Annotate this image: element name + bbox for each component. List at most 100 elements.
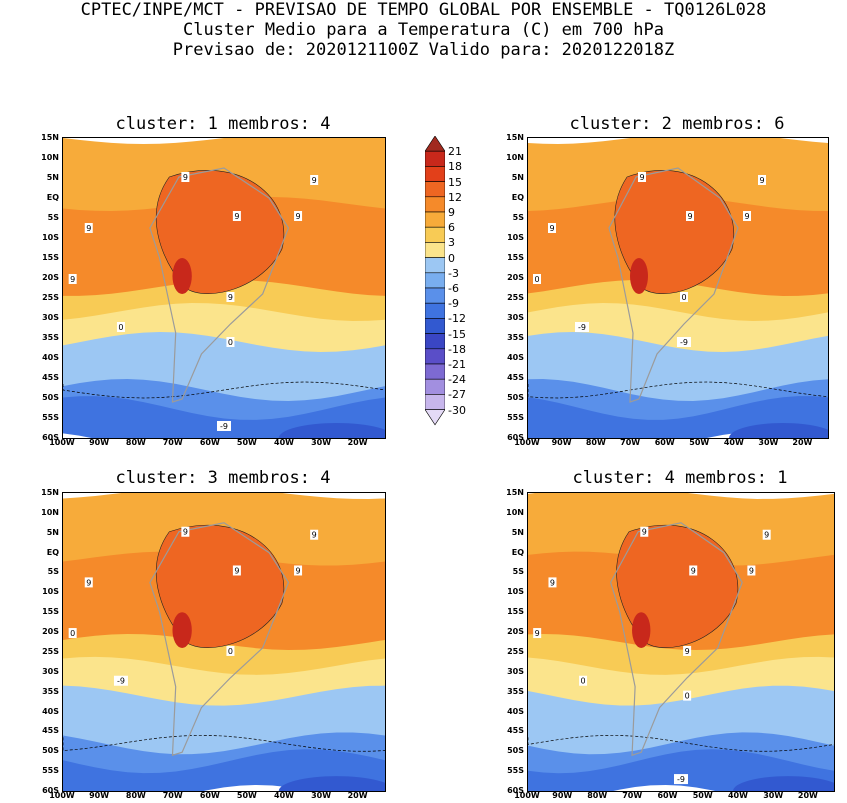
latitude-tick-label: 15N — [41, 133, 59, 142]
latitude-tick-label: 45S — [507, 726, 524, 736]
latitude-tick-label: 40S — [42, 353, 59, 362]
longitude-tick-label: 40W — [727, 791, 748, 800]
contour-label-text: 9 — [685, 647, 690, 656]
longitude-tick-label: 60W — [657, 791, 678, 800]
temperature-band-15-18 — [172, 612, 192, 648]
longitude-tick-label: 70W — [620, 438, 641, 447]
contour-minus-9 — [528, 735, 834, 752]
contour-label: 9 — [226, 292, 235, 302]
contour-label-text: 9 — [183, 528, 188, 537]
latitude-tick-label: 55S — [507, 413, 524, 422]
contour-label: 0 — [533, 274, 541, 284]
latitude-tick-label: 15S — [42, 253, 59, 262]
latitude-tick-label: 20S — [507, 627, 524, 637]
coastline — [149, 522, 290, 757]
latitude-tick-label: 30S — [42, 313, 59, 322]
temperature-band-15-18 — [172, 258, 192, 294]
colorbar-swatch — [425, 166, 445, 182]
contour-label: -9 — [575, 322, 589, 332]
figure-title: CPTEC/INPE/MCT - PREVISAO DE TEMPO GLOBA… — [80, 0, 767, 20]
latitude-tick-label: 15S — [42, 607, 59, 617]
contour-label: 9 — [548, 577, 557, 588]
contour-label-text: 9 — [535, 629, 540, 638]
latitude-tick-label: 20S — [42, 273, 59, 282]
latitude-tick-label: 30S — [42, 666, 59, 676]
contour-minus-9 — [63, 735, 385, 752]
latitude-tick-label: 30S — [507, 313, 524, 322]
contour-label: -9 — [217, 421, 231, 431]
coastline — [149, 167, 290, 403]
longitude-tick-label: 50W — [689, 438, 710, 447]
contour-label: 9 — [310, 175, 319, 185]
contour-label-text: 9 — [234, 566, 239, 575]
colorbar-swatch — [425, 226, 445, 243]
colorbar-swatch — [425, 363, 445, 380]
latitude-tick-label: 10S — [507, 233, 524, 242]
longitude-tick-label: 50W — [692, 791, 713, 800]
contour-label-text: 9 — [642, 528, 647, 537]
contour-label-text: 9 — [234, 212, 239, 221]
longitude-tick-label: 80W — [125, 438, 146, 447]
latitude-tick-label: EQ — [46, 193, 59, 202]
colorbar-label: -15 — [448, 327, 466, 341]
latitude-tick-label: 35S — [507, 686, 524, 696]
contour-label: 9 — [533, 628, 542, 639]
latitude-tick-label: EQ — [511, 193, 524, 202]
longitude-tick-label: 30W — [758, 438, 779, 447]
contour-label: 9 — [686, 211, 694, 221]
colorbar-swatch — [425, 409, 445, 426]
colorbar-swatch — [425, 348, 445, 365]
latitude-tick-label: 35S — [507, 333, 524, 342]
contour-label-text: 0 — [581, 677, 586, 686]
latitude-tick-label: 35S — [42, 333, 59, 342]
longitude-tick-label: 70W — [162, 791, 183, 800]
contour-label: 9 — [181, 526, 190, 537]
latitude-tick-label: 40S — [42, 706, 59, 716]
colorbar-label: 18 — [448, 160, 462, 174]
contour-label: 9 — [762, 529, 771, 540]
colorbar-label: -21 — [448, 358, 466, 371]
latitude-tick-label: 50S — [42, 746, 59, 756]
contour-label-text: 9 — [312, 531, 317, 540]
latitude-tick-label: 5S — [512, 567, 524, 577]
contour-label-text: 0 — [118, 323, 123, 332]
latitude-tick-label: 60S — [42, 786, 59, 795]
contour-label-text: 0 — [228, 338, 233, 347]
contour-label-text: -9 — [578, 323, 586, 332]
contour-label-text: 0 — [534, 275, 539, 284]
latitude-tick-label: 55S — [507, 766, 524, 776]
colorbar-swatch — [425, 257, 445, 274]
colorbar-swatch — [425, 272, 445, 289]
contour-label-text: 9 — [312, 176, 317, 185]
latitude-tick-label: EQ — [511, 547, 524, 557]
longitude-tick-label: 80W — [587, 791, 608, 800]
coastline — [608, 167, 739, 403]
latitude-tick-label: 10S — [507, 587, 524, 597]
contour-label-text: 9 — [86, 578, 91, 587]
contour-label: 0 — [579, 675, 588, 686]
contour-label: 0 — [116, 322, 125, 332]
contour-minus-9 — [63, 381, 385, 399]
contour-label-text: 9 — [86, 224, 91, 233]
longitude-tick-label: 30W — [311, 438, 332, 447]
latitude-tick-label: 45S — [507, 373, 524, 382]
latitude-tick-label: 35S — [42, 686, 59, 696]
longitude-tick-label: 100W — [514, 791, 540, 800]
colorbar-swatch — [425, 318, 445, 334]
colorbar-swatch — [425, 211, 445, 228]
contour-label: 9 — [232, 211, 241, 221]
latitude-tick-label: 10N — [506, 153, 524, 162]
latitude-tick-label: 60S — [507, 433, 524, 442]
colorbar-label: -18 — [448, 342, 466, 356]
colorbar-label: 12 — [448, 190, 462, 204]
contour-label-text: 9 — [183, 173, 188, 182]
contour-label: 9 — [294, 565, 303, 576]
longitude-tick-label: 60W — [654, 438, 675, 447]
temperature-band-m9-m6 — [528, 379, 828, 425]
latitude-tick-label: 15S — [507, 607, 524, 617]
longitude-tick-label: 90W — [551, 438, 572, 447]
longitude-tick-label: 40W — [274, 791, 294, 800]
longitude-tick-label: 100W — [514, 438, 540, 447]
colorbar-swatch — [425, 150, 445, 167]
longitude-tick-label: 20W — [347, 791, 368, 800]
